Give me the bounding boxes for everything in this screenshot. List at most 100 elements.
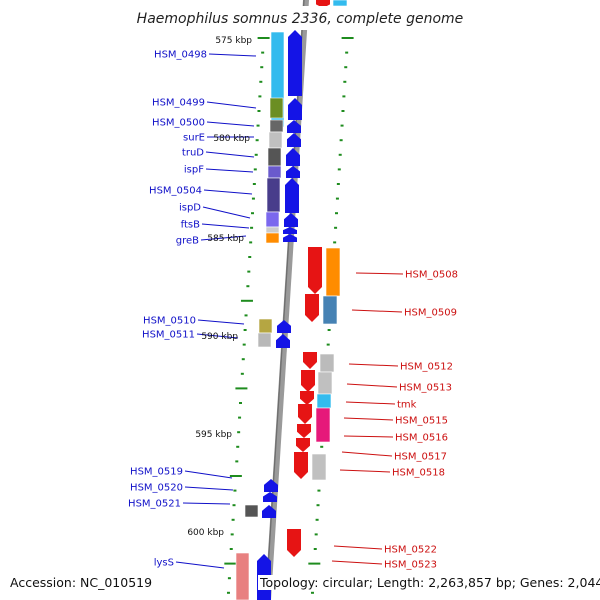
- gene-arrow-forward: [286, 148, 300, 166]
- kbp-labels: 575 kbp 580 kbp 585 kbp 590 kbp 595 kbp 600 k…: [187, 36, 252, 538]
- gene-label: ispD: [179, 203, 201, 214]
- gene-label: surE: [183, 133, 205, 144]
- label-leader: [346, 383, 398, 388]
- gene-label: tmk: [397, 400, 417, 411]
- cog-box: [316, 393, 332, 409]
- gene-arrow-reverse: [305, 294, 319, 322]
- kbp-label: 595 kbp: [195, 430, 232, 440]
- kbp-label: 575 kbp: [215, 36, 252, 46]
- cog-box: [311, 453, 327, 481]
- gene-label: HSM_0498: [154, 50, 207, 61]
- label-leader: [351, 309, 403, 313]
- label-leader: [175, 561, 225, 569]
- gene-shapes: [235, 0, 348, 600]
- kbp-label: 580 kbp: [213, 134, 250, 144]
- gene-arrow-reverse: [294, 452, 308, 479]
- title-backdrop: [135, 6, 465, 30]
- gene-arrow-forward: [287, 120, 301, 133]
- gene-label: truD: [182, 148, 204, 159]
- cog-box: [265, 226, 280, 234]
- label-leader: [182, 502, 231, 505]
- gene-arrow-forward: [285, 178, 299, 213]
- gene-arrow-reverse: [296, 438, 310, 452]
- topology-label: Topology: circular; Length: 2,263,857 bp…: [258, 575, 600, 590]
- gene-label: HSM_0523: [384, 560, 437, 571]
- kbp-label: 600 kbp: [187, 528, 224, 538]
- gene-label: HSM_0522: [384, 545, 437, 556]
- gene-label: HSM_0520: [130, 483, 183, 494]
- gene-arrow-forward: [284, 213, 298, 227]
- label-leader: [196, 333, 239, 339]
- kbp-label: 590 kbp: [201, 332, 238, 342]
- label-leader: [341, 451, 393, 457]
- gene-label: HSM_0518: [392, 468, 445, 479]
- label-leader: [208, 53, 257, 57]
- cog-box: [332, 0, 348, 7]
- gene-label: greB: [176, 236, 199, 247]
- label-leader: [201, 223, 250, 229]
- label-leader: [205, 168, 254, 173]
- cog-box: [269, 119, 284, 133]
- kbp-label: 585 kbp: [207, 234, 244, 244]
- label-leader: [206, 101, 257, 109]
- gene-label: ispF: [184, 165, 204, 176]
- gene-arrow-forward: [262, 505, 276, 518]
- gene-label: HSM_0519: [130, 467, 183, 478]
- gene-labels: HSM_0498 HSM_0499 HSM_0500 surE truD ispF HSM_…: [128, 50, 458, 571]
- cog-box: [244, 504, 259, 518]
- label-leader: [333, 545, 383, 550]
- gene-arrow-reverse: [298, 404, 312, 424]
- cog-box: [319, 353, 335, 373]
- label-leader: [343, 417, 394, 421]
- gene-label: HSM_0512: [400, 362, 453, 373]
- label-leader: [206, 121, 255, 127]
- cog-box: [269, 97, 284, 119]
- label-leader: [197, 319, 245, 325]
- cog-box: [235, 552, 250, 600]
- gene-label: HSM_0516: [395, 433, 448, 444]
- gene-arrow-reverse: [287, 529, 301, 557]
- gene-arrow-reverse: [303, 352, 317, 369]
- cog-box: [315, 407, 331, 443]
- gene-arrow-forward: [264, 479, 278, 492]
- diagram-title: Haemophilus somnus 2336, complete genome: [137, 11, 464, 27]
- gene-arrow-forward: [263, 492, 277, 502]
- label-leader: [355, 272, 404, 275]
- cog-box: [265, 211, 280, 228]
- label-leader: [343, 435, 394, 438]
- gene-label: lysS: [154, 558, 174, 569]
- gene-arrow-reverse: [301, 370, 315, 392]
- label-leader: [345, 401, 396, 405]
- cog-box: [258, 318, 273, 334]
- label-leader: [205, 151, 255, 158]
- gene-arrow-forward: [286, 166, 300, 178]
- gene-arrow-reverse: [297, 424, 311, 438]
- label-leader: [203, 189, 253, 195]
- gene-arrow-forward: [277, 320, 291, 333]
- cog-box: [325, 247, 341, 297]
- label-leader: [184, 470, 233, 479]
- accession-label: Accession: NC_010519: [10, 575, 153, 590]
- gene-label: HSM_0521: [128, 499, 181, 510]
- gene-label: HSM_0499: [152, 98, 205, 109]
- label-leader: [184, 486, 234, 491]
- cog-box: [322, 295, 338, 325]
- gene-arrow-forward: [288, 30, 302, 96]
- gene-arrow-reverse: [300, 391, 314, 405]
- gene-arrow-forward: [276, 334, 290, 348]
- gene-arrow-forward: [283, 227, 297, 234]
- cog-box: [257, 332, 272, 348]
- label-leader: [202, 206, 251, 219]
- gene-label: HSM_0500: [152, 118, 205, 129]
- gene-label: HSM_0517: [394, 452, 447, 463]
- gene-arrow-reverse: [308, 247, 322, 294]
- gene-label: HSM_0515: [395, 416, 448, 427]
- cog-box: [268, 131, 283, 149]
- gene-label: HSM_0509: [404, 308, 457, 319]
- gene-label: HSM_0510: [143, 316, 196, 327]
- label-leader: [331, 560, 383, 565]
- cog-box: [317, 371, 333, 395]
- gene-label: HSM_0513: [399, 383, 452, 394]
- cog-box: [267, 147, 282, 167]
